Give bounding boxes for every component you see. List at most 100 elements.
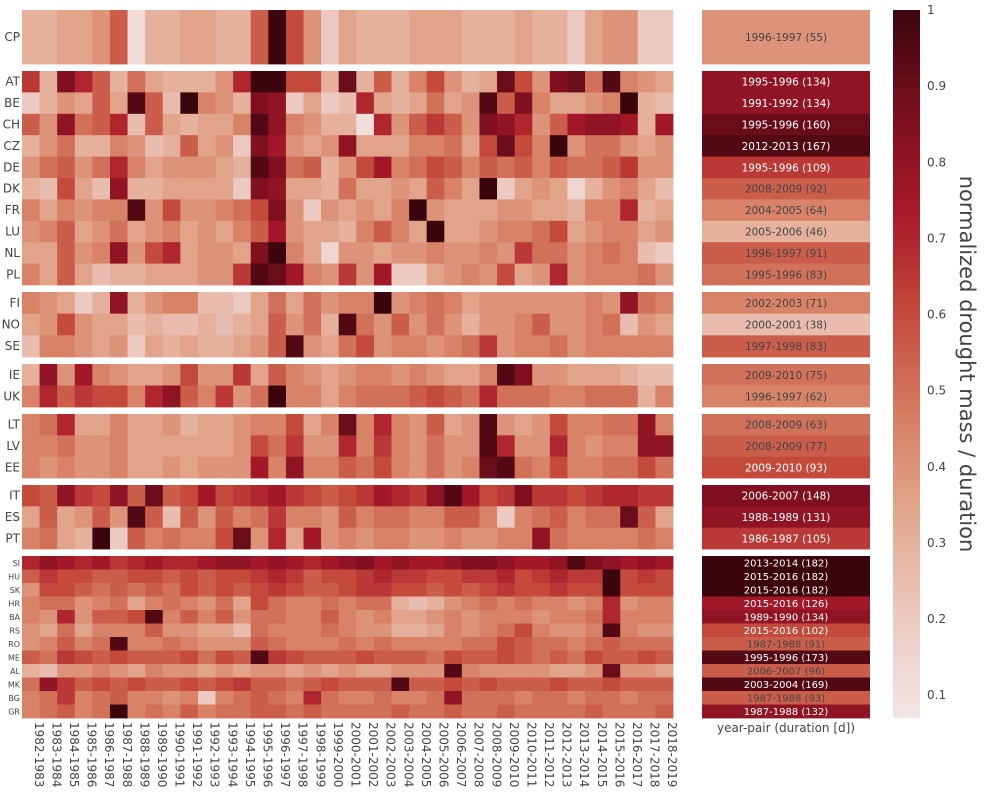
- heatmap-cell: [197, 596, 216, 611]
- heatmap-cell: [356, 178, 375, 200]
- heatmap-cell: [497, 92, 516, 115]
- row-label: IT: [9, 489, 21, 503]
- heatmap-cell: [180, 691, 199, 705]
- heatmap-cell: [285, 556, 304, 570]
- heatmap-cell: [549, 691, 568, 705]
- heatmap-cell: [373, 704, 392, 719]
- heatmap-cell: [655, 677, 674, 692]
- row-label: LT: [8, 418, 21, 432]
- heatmap-cell: [22, 414, 40, 436]
- heatmap-cell: [92, 220, 111, 243]
- heatmap-cell: [461, 135, 480, 157]
- heatmap-cell: [162, 156, 181, 179]
- heatmap-cell: [285, 113, 304, 136]
- heatmap-cell: [426, 156, 445, 179]
- heatmap-cell: [444, 583, 463, 597]
- heatmap-cell: [532, 637, 551, 651]
- heatmap-cell: [162, 506, 181, 529]
- heatmap-cell: [162, 596, 181, 611]
- heatmap-cell: [303, 596, 322, 611]
- heatmap-cell: [321, 623, 340, 638]
- heatmap-cell: [497, 650, 516, 665]
- heatmap-cell: [39, 199, 58, 222]
- heatmap-cell: [514, 527, 533, 550]
- heatmap-cell: [602, 414, 621, 436]
- heatmap-cell: [356, 364, 375, 386]
- heatmap-cell: [497, 610, 516, 624]
- heatmap-cell: [250, 113, 269, 136]
- heatmap-cell: [655, 596, 674, 611]
- heatmap-cell: [39, 610, 58, 624]
- heatmap-cell: [233, 292, 252, 315]
- heatmap-cell: [549, 71, 568, 93]
- heatmap-cell: [303, 10, 322, 65]
- heatmap-cell: [109, 385, 128, 408]
- heatmap-cell: [180, 414, 199, 436]
- heatmap-cell: [497, 220, 516, 243]
- heatmap-cell: [567, 113, 586, 136]
- heatmap-cell: [461, 691, 480, 705]
- heatmap-cell: [391, 385, 410, 408]
- heatmap-cell: [92, 677, 111, 692]
- heatmap-cell: [461, 385, 480, 408]
- summary-label: 1995-1996 (109): [742, 162, 831, 174]
- heatmap-cell: [373, 456, 392, 479]
- heatmap-cell: [39, 220, 58, 243]
- heatmap-cell: [57, 335, 76, 358]
- heatmap-cell: [532, 113, 551, 136]
- heatmap-cell: [409, 263, 428, 286]
- heatmap-cell: [22, 292, 40, 315]
- heatmap-cell: [426, 677, 445, 692]
- heatmap-cell: [268, 664, 287, 678]
- heatmap-cell: [250, 485, 269, 507]
- heatmap-cell: [356, 113, 375, 136]
- heatmap-cell: [321, 263, 340, 286]
- heatmap-cell: [303, 623, 322, 638]
- heatmap-cell: [162, 664, 181, 678]
- heatmap-cell: [373, 10, 392, 65]
- heatmap-cell: [585, 135, 604, 157]
- heatmap-cell: [549, 156, 568, 179]
- heatmap-cell: [532, 583, 551, 597]
- heatmap-cell: [373, 569, 392, 584]
- heatmap-cell: [321, 704, 340, 719]
- heatmap-cell: [549, 623, 568, 638]
- heatmap-cell: [109, 610, 128, 624]
- heatmap-cell: [444, 242, 463, 264]
- heatmap-cell: [303, 199, 322, 222]
- heatmap-cell: [391, 677, 410, 692]
- heatmap-cell: [532, 596, 551, 611]
- heatmap-cell: [549, 704, 568, 719]
- heatmap-cell: [479, 335, 498, 358]
- heatmap-cell: [655, 385, 674, 408]
- heatmap-cell: [514, 199, 533, 222]
- heatmap-cell: [92, 506, 111, 529]
- heatmap-cell: [655, 506, 674, 529]
- heatmap-cell: [391, 414, 410, 436]
- heatmap-cell: [409, 596, 428, 611]
- colorbar: 0.1 0.2 0.3 0.4 0.5 0.6 0.7 0.8 0.9 1: [893, 3, 946, 718]
- heatmap-cell: [74, 569, 93, 584]
- heatmap-cell: [233, 485, 252, 507]
- heatmap-cell: [637, 637, 656, 651]
- heatmap-cell: [109, 199, 128, 222]
- heatmap-cell: [197, 435, 216, 458]
- heatmap-cell: [268, 527, 287, 550]
- heatmap-cell: [655, 610, 674, 624]
- heatmap-cell: [303, 220, 322, 243]
- heatmap-cell: [426, 263, 445, 286]
- heatmap-cell: [285, 71, 304, 93]
- summary-label: 2015-2016 (182): [744, 585, 829, 596]
- heatmap-cell: [391, 364, 410, 386]
- heatmap-cell: [285, 610, 304, 624]
- heatmap-cell: [197, 506, 216, 529]
- column-label: 1982-1983: [32, 722, 46, 787]
- heatmap-cell: [22, 637, 40, 651]
- heatmap-cell: [109, 335, 128, 358]
- heatmap-cell: [373, 156, 392, 179]
- heatmap-cell: [497, 156, 516, 179]
- heatmap-cell: [74, 10, 93, 65]
- heatmap-cell: [637, 364, 656, 386]
- heatmap-cell: [215, 220, 234, 243]
- heatmap-cell: [303, 242, 322, 264]
